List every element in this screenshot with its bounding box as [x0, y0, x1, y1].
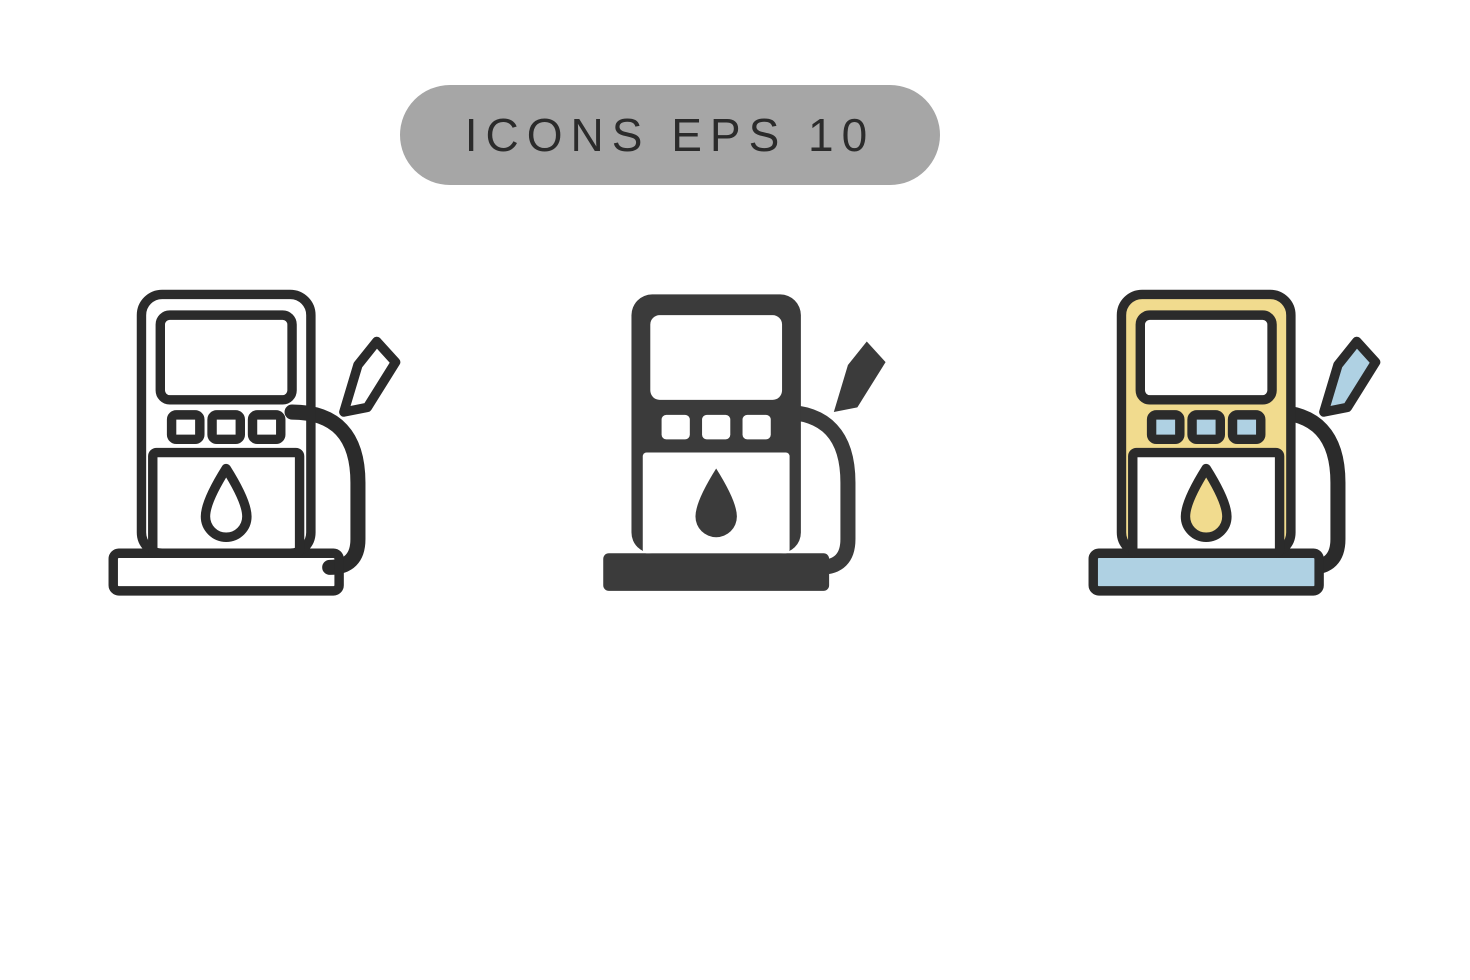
icons-row — [0, 275, 1470, 615]
title-banner: ICONS EPS 10 — [400, 85, 940, 185]
gas-pump-solid-icon — [565, 275, 905, 615]
gas-pump-outline-icon — [75, 275, 415, 615]
title-text: ICONS EPS 10 — [465, 108, 875, 162]
gas-pump-color-icon — [1055, 275, 1395, 615]
